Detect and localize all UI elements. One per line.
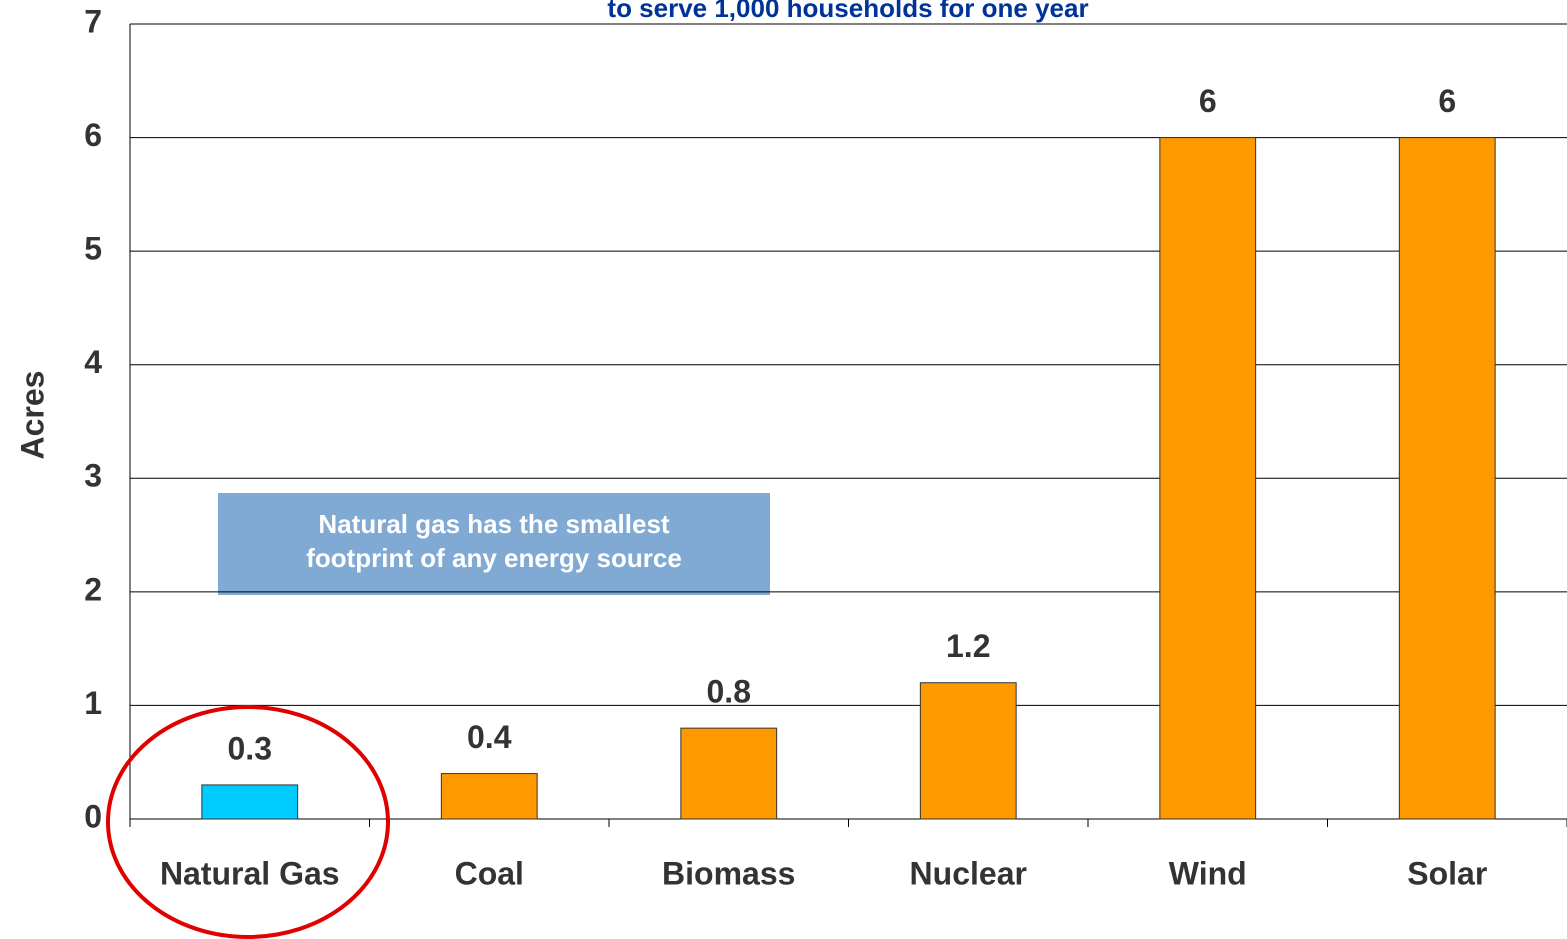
- value-label: 6: [1199, 83, 1217, 119]
- y-tick-label: 7: [84, 3, 102, 39]
- y-tick-label: 5: [84, 231, 102, 267]
- bar: [1398, 137, 1496, 820]
- y-axis-label: Acres: [14, 371, 50, 460]
- x-tick-label: Nuclear: [910, 855, 1027, 891]
- x-tick-label: Natural Gas: [160, 855, 340, 891]
- value-label: 1.2: [946, 628, 990, 664]
- bar: [919, 682, 1017, 820]
- x-tick-label: Biomass: [662, 855, 795, 891]
- annotation-box: [218, 493, 770, 595]
- value-label: 0.8: [707, 674, 751, 710]
- annotation: footprint of any energy source: [306, 543, 682, 573]
- y-tick-label: 0: [84, 798, 102, 834]
- highlight-circle: [106, 705, 390, 939]
- annotation: Natural gas has the smallest: [318, 509, 669, 539]
- value-label: 0.4: [467, 719, 512, 755]
- y-tick-label: 4: [84, 344, 102, 380]
- x-tick-label: Wind: [1169, 855, 1247, 891]
- bar: [201, 784, 299, 820]
- x-tick-label: Solar: [1407, 855, 1487, 891]
- bar: [440, 773, 538, 820]
- y-tick-label: 2: [84, 571, 102, 607]
- chart-title: to serve 1,000 households for one year: [607, 0, 1088, 23]
- value-label: 0.3: [228, 730, 272, 766]
- y-tick-label: 1: [84, 685, 102, 721]
- y-tick-label: 6: [84, 117, 102, 153]
- bar: [1159, 137, 1257, 820]
- bar: [680, 727, 778, 820]
- x-tick-label: Coal: [455, 855, 524, 891]
- y-tick-label: 3: [84, 458, 102, 494]
- value-label: 6: [1438, 83, 1456, 119]
